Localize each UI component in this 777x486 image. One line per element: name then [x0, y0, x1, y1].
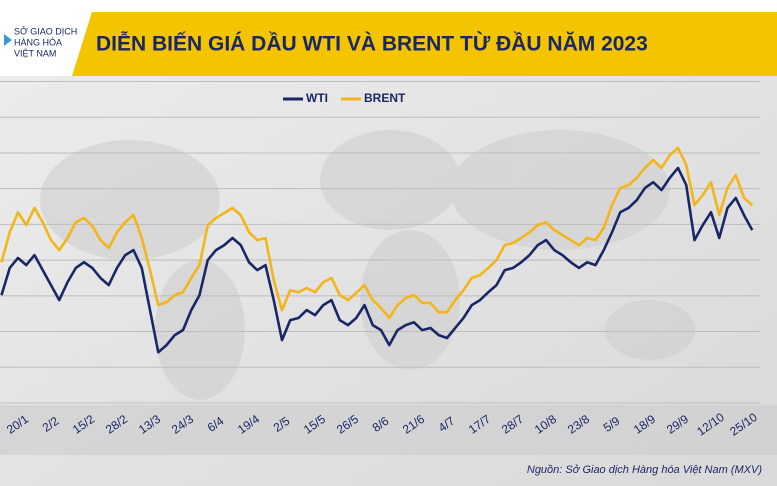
logo-line: HÀNG HÓA: [14, 37, 62, 47]
top-strip: [0, 0, 777, 12]
legend-label: WTI: [306, 91, 328, 105]
grid: [0, 81, 760, 404]
title-band: [72, 12, 777, 76]
source-note: Nguồn: Sở Giao dịch Hàng hóa Việt Nam (M…: [527, 464, 762, 476]
logo-box: [0, 12, 92, 76]
series-line: [0, 146, 754, 320]
chart-title: DIỄN BIẾN GIÁ DẦU WTI VÀ BRENT TỪ ĐẦU NĂ…: [96, 32, 648, 56]
legend: WTI BRENT: [283, 91, 406, 105]
logo-line: VIỆT NAM: [14, 48, 56, 58]
logo-text: SỞ GIAO DỊCH HÀNG HÓA VIỆT NAM: [14, 25, 77, 58]
series-line: [0, 166, 754, 354]
logo-icon: [4, 34, 12, 46]
plot: [0, 146, 754, 354]
logo-line: SỞ GIAO DỊCH: [14, 25, 77, 36]
legend-label: BRENT: [364, 91, 406, 105]
axis-band: [0, 405, 777, 455]
